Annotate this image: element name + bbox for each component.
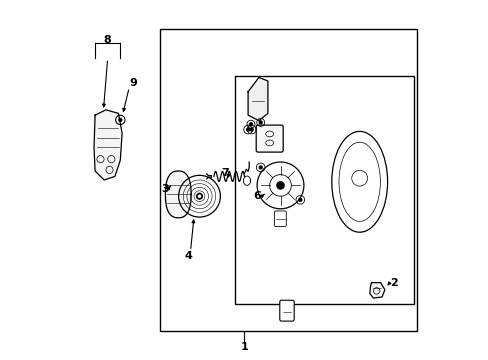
Bar [235,76,413,304]
FancyBboxPatch shape [274,211,285,226]
Text: 6: 6 [253,191,261,201]
Text: 2: 2 [389,278,397,288]
Circle shape [198,195,200,197]
Text: 1: 1 [240,342,248,352]
Polygon shape [165,171,191,218]
Text: 9: 9 [129,78,137,88]
Text: 3: 3 [161,184,169,194]
Circle shape [259,121,262,124]
FancyBboxPatch shape [256,125,283,152]
Bar [160,29,416,331]
Circle shape [298,198,301,201]
Text: 8: 8 [103,35,111,45]
Text: 5: 5 [284,303,291,313]
Text: 7: 7 [221,168,228,178]
Circle shape [259,166,262,169]
Circle shape [196,193,202,199]
FancyBboxPatch shape [279,300,294,321]
Text: 4: 4 [184,251,192,261]
Polygon shape [369,283,384,298]
Circle shape [250,128,253,131]
Polygon shape [247,77,267,121]
Circle shape [276,182,284,189]
Circle shape [246,128,249,131]
Circle shape [119,118,122,121]
Circle shape [249,123,252,126]
Polygon shape [94,110,122,180]
